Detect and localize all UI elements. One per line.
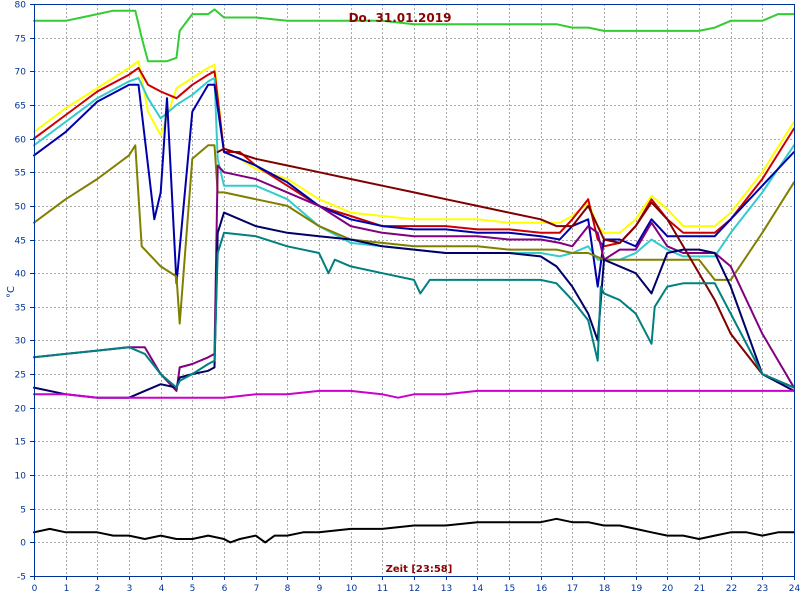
x-tick-label: 23 <box>757 584 768 594</box>
x-tick-label: 8 <box>285 584 291 594</box>
y-tick-label: 20 <box>15 405 27 415</box>
series-line-1 <box>33 8 795 63</box>
y-tick-label: 80 <box>15 1 27 11</box>
y-tick-label: 65 <box>15 102 26 112</box>
y-tick-label: 25 <box>15 371 26 381</box>
grid <box>34 4 794 576</box>
y-tick-label: 75 <box>15 35 26 45</box>
x-tick-label: 16 <box>536 584 548 594</box>
x-tick-label: 10 <box>346 584 358 594</box>
x-tick-label: 22 <box>726 584 737 594</box>
x-tick-label: 24 <box>789 584 800 594</box>
y-tick-label: 30 <box>15 337 27 347</box>
y-tick-label: 50 <box>15 203 27 213</box>
y-axis-label: °C <box>6 286 17 298</box>
x-tick-label: 11 <box>377 584 388 594</box>
x-tick-label: 9 <box>317 584 323 594</box>
x-tick-label: 17 <box>567 584 578 594</box>
x-tick-label: 19 <box>631 584 643 594</box>
y-tick-label: 0 <box>20 539 26 549</box>
x-tick-label: 6 <box>222 584 228 594</box>
chart-title: Do. 31.01.2019 <box>349 11 452 25</box>
series-line-11 <box>33 389 795 399</box>
y-tick-label: 60 <box>15 136 27 146</box>
x-tick-label: 5 <box>190 584 196 594</box>
y-tick-label: 45 <box>15 237 26 247</box>
x-tick-label: 3 <box>127 584 133 594</box>
y-tick-label: 35 <box>15 304 26 314</box>
x-tick-label: 7 <box>254 584 260 594</box>
x-tick-label: 12 <box>409 584 420 594</box>
x-tick-label: 1 <box>64 584 70 594</box>
x-tick-label: 21 <box>694 584 705 594</box>
x-tick-label: 14 <box>472 584 484 594</box>
y-axis-ticks: -5 0 5 10 15 20 25 30 35 40 45 50 55 60 65 70 75 80 <box>15 1 34 583</box>
x-tick-label: 2 <box>95 584 101 594</box>
x-tick-label: 15 <box>504 584 515 594</box>
y-tick-label: 5 <box>20 506 26 516</box>
series-line-10 <box>33 231 795 389</box>
series-lines <box>33 8 795 544</box>
x-axis-label: Zeit [23:58] <box>386 564 453 575</box>
x-tick-label: 18 <box>599 584 611 594</box>
y-tick-label: 40 <box>15 270 27 280</box>
x-tick-label: 20 <box>662 584 674 594</box>
series-line-12 <box>33 517 795 544</box>
y-tick-label: 10 <box>15 472 27 482</box>
y-tick-label: -5 <box>17 573 26 583</box>
x-tick-label: 13 <box>441 584 452 594</box>
x-tick-label: 0 <box>32 584 38 594</box>
x-tick-label: 4 <box>159 584 165 594</box>
x-axis-ticks: 0 1 2 3 4 5 6 7 8 9 10 11 12 13 14 15 16 17 18 19 20 21 22 23 24 <box>32 576 800 594</box>
y-tick-label: 55 <box>15 169 26 179</box>
y-tick-label: 70 <box>15 68 27 78</box>
series-line-2 <box>33 60 795 234</box>
series-line-8 <box>216 147 795 389</box>
y-tick-label: 15 <box>15 438 26 448</box>
series-line-5 <box>33 83 795 288</box>
